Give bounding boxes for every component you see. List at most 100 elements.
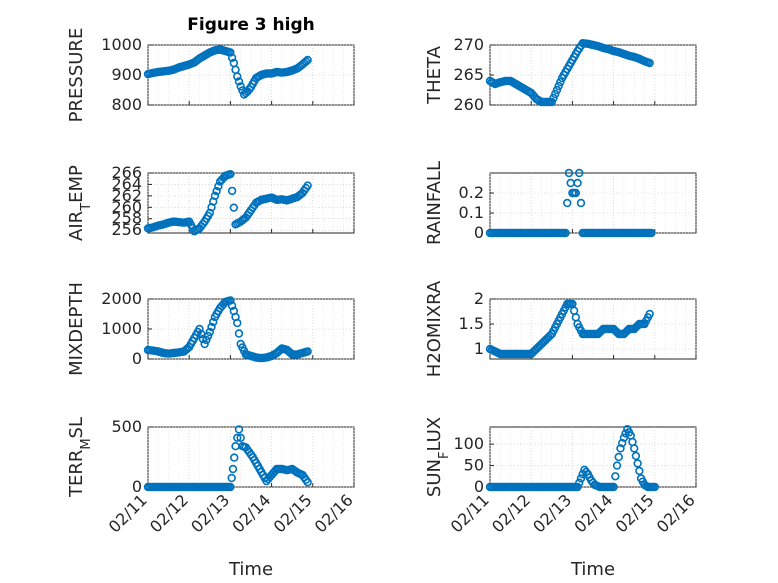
x-tick-label: 02/15	[270, 490, 316, 536]
data-point	[635, 466, 644, 476]
y-tick-label: 0	[474, 223, 484, 242]
y-tick-label: 0	[132, 477, 142, 496]
y-axis-label-main: TERR	[66, 450, 87, 498]
y-tick-label: 258	[111, 209, 142, 228]
data-point	[227, 53, 237, 62]
y-axis-label-subscript: T	[79, 203, 94, 212]
subplot-mixdepth: 0 1000 2000 MIXDEPTH	[66, 282, 355, 376]
data-point	[227, 473, 236, 483]
data-point	[227, 186, 237, 196]
x-tick-label: 02/14	[228, 490, 274, 536]
y-axis-label-suffix: SL	[66, 417, 87, 438]
data-point	[617, 438, 627, 448]
x-axis-label: Time	[570, 559, 615, 580]
data-point	[614, 452, 623, 462]
data-point	[576, 198, 586, 208]
data-point	[233, 318, 242, 328]
y-axis-label-main: H2OMIXRA	[424, 280, 445, 377]
subplot-theta: 260 265 270 THETA	[424, 35, 697, 114]
y-tick-label: 500	[111, 417, 142, 436]
data-point	[554, 81, 563, 91]
data-point	[575, 168, 584, 178]
data-point	[212, 186, 221, 196]
data-point	[549, 93, 558, 103]
y-tick-label: 0	[474, 477, 484, 496]
data-point	[195, 324, 204, 334]
y-tick-label: 260	[453, 95, 484, 114]
y-tick-label: 800	[111, 95, 142, 114]
data-point	[202, 335, 211, 345]
data-point	[234, 425, 244, 434]
data-point	[563, 198, 572, 208]
data-point	[226, 169, 235, 179]
y-tick-label: 256	[111, 220, 142, 239]
data-point	[229, 203, 239, 212]
data-point	[227, 301, 237, 310]
y-axis-label-main: THETA	[424, 45, 445, 105]
data-point	[647, 228, 656, 238]
data-point	[236, 82, 245, 91]
data-point	[303, 347, 312, 356]
y-axis-label-suffix: LUX	[424, 417, 445, 452]
x-tick-label: 02/16	[653, 490, 699, 536]
subplot-pressure: 800 900 1000 PRESSURE	[66, 28, 355, 123]
subplot-rainfall: 00.10.2 RAINFALL	[424, 161, 697, 245]
y-tick-label: 2	[474, 289, 484, 308]
y-axis-label-main: AIR	[66, 211, 87, 241]
data-point	[233, 72, 242, 81]
y-axis-label: TERRMSL	[66, 417, 94, 498]
data-point	[645, 309, 654, 319]
data-point	[552, 85, 562, 95]
data-point	[203, 331, 213, 341]
x-tick-label: 02/11	[447, 490, 493, 536]
y-tick-label: 2000	[101, 289, 142, 308]
data-point	[200, 339, 209, 349]
y-tick-label: 262	[111, 186, 142, 205]
data-point	[571, 188, 581, 198]
x-tick-label: 02/11	[105, 490, 151, 536]
y-tick-label: 270	[453, 35, 484, 54]
y-axis-label-suffix: EMP	[66, 165, 87, 203]
y-tick-label: 264	[111, 174, 142, 193]
y-axis-label-main: MIXDEPTH	[66, 282, 87, 376]
y-tick-label: 100	[453, 434, 484, 453]
y-tick-label: 0.2	[459, 183, 484, 202]
y-tick-label: 1.5	[459, 314, 484, 333]
x-tick-label: 02/12	[146, 490, 192, 536]
x-tick-label: 02/13	[529, 490, 575, 536]
data-point	[209, 317, 218, 327]
y-axis-label: MIXDEPTH	[66, 282, 87, 376]
y-axis-label: AIRTEMP	[66, 165, 94, 241]
y-tick-label: 0	[132, 349, 142, 368]
y-axis-label-main: PRESSURE	[66, 28, 87, 123]
x-tick-label: 02/12	[488, 490, 534, 536]
y-axis-label: RAINFALL	[424, 161, 445, 245]
y-axis-label: THETA	[424, 45, 445, 105]
y-tick-label: 1000	[101, 319, 142, 338]
data-point	[612, 461, 622, 470]
data-point	[230, 453, 239, 462]
data-point	[234, 77, 244, 86]
data-point	[564, 168, 574, 178]
data-point	[236, 433, 245, 442]
subplot-h2omixra: 1 1.5 2 H2OMIXRA	[424, 280, 697, 377]
data-point	[303, 478, 312, 487]
data-point	[226, 296, 235, 305]
data-point	[301, 57, 311, 66]
x-tick-label: 02/14	[570, 490, 616, 536]
data-point	[561, 228, 570, 238]
y-tick-label: 1000	[101, 35, 142, 54]
y-axis-label-main: SUN	[424, 459, 445, 497]
data-point	[303, 181, 312, 190]
x-tick-label: 02/13	[187, 490, 233, 536]
x-axis-label: Time	[228, 559, 273, 580]
y-tick-label: 260	[111, 197, 142, 216]
data-point	[631, 451, 641, 461]
data-point	[556, 77, 565, 87]
y-tick-label: 50	[464, 456, 484, 475]
data-point	[547, 97, 556, 107]
y-axis-label: SUNFLUX	[424, 417, 452, 497]
figure-title: Figure 3 high	[187, 15, 315, 35]
